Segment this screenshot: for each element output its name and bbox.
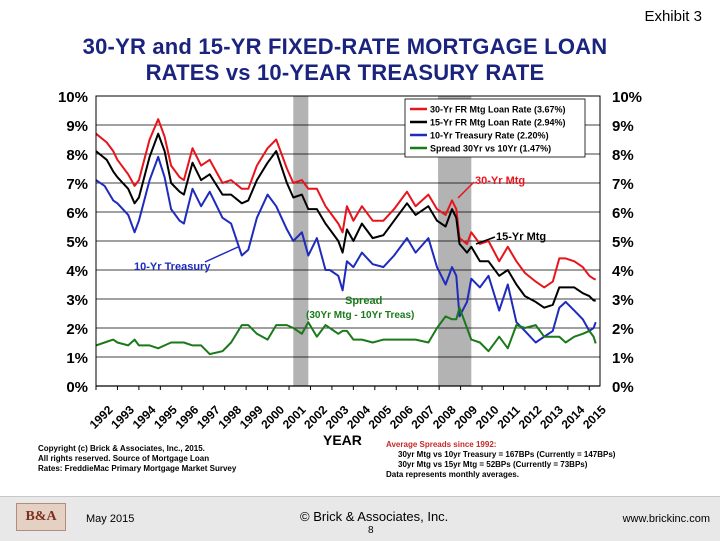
series-line xyxy=(95,132,596,309)
copyright-line: Copyright (c) Brick & Associates, Inc., … xyxy=(38,444,205,453)
y-tick-label-right: 2% xyxy=(612,321,634,338)
annotation-spread: Spread xyxy=(345,295,382,307)
annotation-15yr-mtg: 15-Yr Mtg xyxy=(496,231,546,243)
x-tick-label: 2005 xyxy=(366,403,395,432)
x-tick-label: 2012 xyxy=(516,403,545,432)
plot-frame xyxy=(95,95,601,387)
company-logo: B&A xyxy=(16,503,66,531)
y-tick-label-left: 9% xyxy=(66,118,88,135)
y-tick-label-right: 4% xyxy=(612,263,634,280)
copyright-line: Rates: FreddieMac Primary Mortgage Marke… xyxy=(38,464,237,473)
series-line xyxy=(95,118,597,289)
annotation-10yr-treasury: 10-Yr Treasury xyxy=(134,261,211,273)
x-tick-label: 2002 xyxy=(301,403,330,432)
page-number: 8 xyxy=(368,525,374,536)
x-tick-label: 1992 xyxy=(87,403,116,432)
legend-entry: Spread 30Yr vs 10Yr (1.47%) xyxy=(430,144,551,154)
footer-website-link[interactable]: www.brickinc.com xyxy=(622,513,710,525)
series-line xyxy=(95,306,597,356)
legend-entry: 15-Yr FR Mtg Loan Rate (2.94%) xyxy=(430,118,566,128)
y-tick-label-left: 7% xyxy=(66,176,88,193)
annotation-spread-definition: (30Yr Mtg - 10Yr Treas) xyxy=(306,310,414,321)
x-tick-label: 1999 xyxy=(237,403,266,432)
y-tick-label-left: 2% xyxy=(66,321,88,338)
y-tick-label-right: 8% xyxy=(612,147,634,164)
x-tick-label: 2009 xyxy=(451,403,480,432)
data-note: Data represents monthly averages. xyxy=(386,470,519,479)
x-tick-label: 2010 xyxy=(473,403,502,432)
legend-entry: 10-Yr Treasury Rate (2.20%) xyxy=(430,131,549,141)
y-tick-label-left: 8% xyxy=(66,147,88,164)
y-tick-label-left: 0% xyxy=(66,379,88,396)
annotation-30yr-mtg: 30-Yr Mtg xyxy=(475,175,525,187)
x-tick-label: 2006 xyxy=(387,403,416,432)
copyright-notice: Copyright (c) Brick & Associates, Inc., … xyxy=(38,444,318,474)
y-tick-label-right: 9% xyxy=(612,118,634,135)
average-spreads-note: Average Spreads since 1992: 30yr Mtg vs … xyxy=(386,440,686,480)
chart-title-line2: RATES vs 10-YEAR TREASURY RATE xyxy=(145,60,545,85)
y-tick-label-right: 10% xyxy=(612,89,642,106)
annotation-arrow xyxy=(475,236,496,245)
x-tick-label: 2008 xyxy=(430,403,459,432)
x-tick-label: 2011 xyxy=(495,403,524,432)
x-tick-label: 1993 xyxy=(108,403,137,432)
y-tick-label-left: 10% xyxy=(58,89,88,106)
x-axis-title: YEAR xyxy=(323,432,362,448)
x-tick-label: 2014 xyxy=(559,403,588,432)
average-spread-line: 30yr Mtg vs 10yr Treasury = 167BPs (Curr… xyxy=(398,450,616,459)
footer-company: © Brick & Associates, Inc. xyxy=(300,509,449,524)
x-tick-label: 1995 xyxy=(151,403,180,432)
x-tick-label: 2004 xyxy=(344,403,373,432)
annotation-arrow xyxy=(457,181,475,199)
x-tick-label: 2003 xyxy=(323,403,352,432)
y-tick-label-right: 5% xyxy=(612,234,634,251)
y-tick-label-left: 1% xyxy=(66,350,88,367)
y-tick-label-right: 1% xyxy=(612,350,634,367)
copyright-line: All rights reserved. Source of Mortgage … xyxy=(38,454,210,463)
y-tick-label-right: 7% xyxy=(612,176,634,193)
x-tick-label: 2015 xyxy=(580,403,609,432)
footer-bar: B&A May 2015 © Brick & Associates, Inc. … xyxy=(0,496,720,541)
legend-box xyxy=(404,98,586,158)
x-tick-label: 1997 xyxy=(194,403,223,432)
x-tick-label: 2007 xyxy=(408,403,437,432)
x-tick-label: 1994 xyxy=(130,403,159,432)
average-spreads-heading: Average Spreads since 1992: xyxy=(386,440,497,449)
y-tick-label-left: 4% xyxy=(66,263,88,280)
y-tick-label-left: 5% xyxy=(66,234,88,251)
x-tick-label: 1998 xyxy=(215,403,244,432)
exhibit-label: Exhibit 3 xyxy=(644,8,702,25)
footer-date: May 2015 xyxy=(86,513,135,525)
x-tick-label: 2000 xyxy=(258,403,287,432)
x-tick-label: 2001 xyxy=(280,403,309,432)
chart-title-line1: 30-YR and 15-YR FIXED-RATE MORTGAGE LOAN xyxy=(82,34,608,59)
y-tick-label-left: 3% xyxy=(66,292,88,309)
y-tick-label-left: 6% xyxy=(66,205,88,222)
y-tick-label-right: 6% xyxy=(612,205,634,222)
annotation-arrow xyxy=(204,246,239,263)
legend-entry: 30-Yr FR Mtg Loan Rate (3.67%) xyxy=(430,105,566,115)
average-spread-line: 30yr Mtg vs 15yr Mtg = 52BPs (Currently … xyxy=(398,460,588,469)
y-tick-label-right: 0% xyxy=(612,379,634,396)
y-tick-label-right: 3% xyxy=(612,292,634,309)
x-tick-label: 2013 xyxy=(537,403,566,432)
x-tick-label: 1996 xyxy=(173,403,202,432)
